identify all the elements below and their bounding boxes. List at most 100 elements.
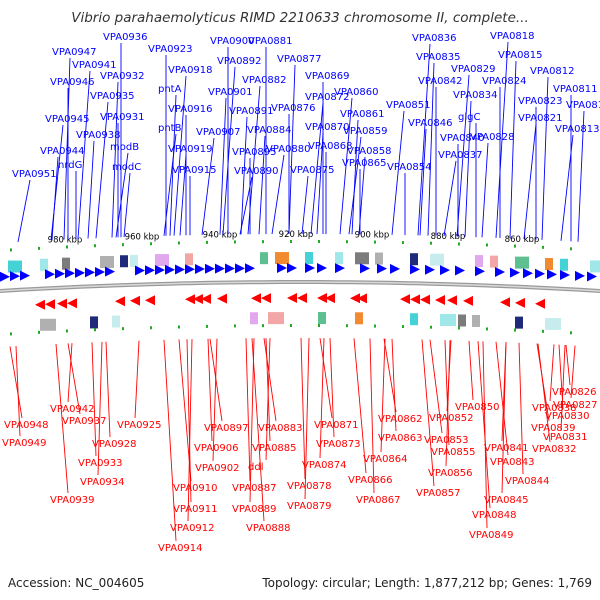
forward-gene-label: VPA0824 <box>482 76 527 87</box>
scale-tick <box>290 240 292 244</box>
backbone-highlight <box>0 281 600 292</box>
forward-gene-label: VPA0907 <box>196 127 241 138</box>
reverse-label-leader <box>263 338 277 422</box>
forward-label-leader <box>17 179 31 243</box>
scale-tick <box>234 324 236 328</box>
scale-tick <box>318 240 320 244</box>
scale-tick <box>38 330 40 334</box>
forward-label-leader <box>239 176 253 235</box>
reverse-gene-arrow <box>115 296 125 307</box>
forward-label-leader <box>219 97 227 235</box>
reverse-gene-arrow <box>297 293 307 304</box>
reverse-gene-arrow <box>130 295 140 306</box>
forward-gene-label: pntA <box>158 84 182 95</box>
scale-tick <box>206 324 208 328</box>
forward-label-leader <box>111 81 119 238</box>
forward-label-leader <box>443 160 457 237</box>
scale-label: 880 kbp <box>431 232 466 242</box>
forward-gene-label: VPA0892 <box>217 56 262 67</box>
feature-box <box>155 254 169 267</box>
feature-box <box>250 312 258 325</box>
forward-gene-label: VPA0870 <box>305 122 350 133</box>
reverse-label-leader <box>67 343 81 415</box>
forward-gene-label: VPA0895 <box>232 147 277 158</box>
forward-label-leader <box>391 110 405 235</box>
forward-gene-arrow <box>20 270 30 281</box>
reverse-label-leader <box>207 338 213 442</box>
reverse-gene-arrow <box>201 293 211 304</box>
reverse-gene-label: VPA0914 <box>158 543 203 554</box>
reverse-gene-label: VPA0906 <box>194 443 239 454</box>
reverse-gene-label: VPA0826 <box>552 387 597 398</box>
forward-label-leader <box>271 154 285 235</box>
forward-gene-label: VPA0858 <box>347 146 392 157</box>
scale-tick <box>10 332 12 336</box>
forward-gene-label: VPA0947 <box>52 47 97 58</box>
forward-gene-label: modC <box>112 162 141 173</box>
feature-box <box>375 252 383 265</box>
forward-gene-label: VPA0813 <box>555 124 600 135</box>
forward-label-leader <box>115 152 129 238</box>
forward-gene-arrow <box>195 264 205 274</box>
reverse-gene-label: VPA0883 <box>258 423 303 434</box>
scale-tick <box>486 327 488 331</box>
topology-label: Topology: <box>262 576 319 590</box>
reverse-gene-arrow <box>500 297 510 308</box>
forward-gene-label: VPA0946 <box>50 77 95 88</box>
forward-gene-arrow <box>165 264 175 275</box>
reverse-gene-arrow <box>435 294 445 305</box>
forward-gene-arrow <box>175 264 185 275</box>
reverse-label-leader <box>477 341 491 509</box>
scale-label: 900 kbp <box>355 231 390 241</box>
reverse-gene-label: VPA0866 <box>348 475 393 486</box>
gene-arrows <box>0 263 597 310</box>
label-leaders <box>9 41 585 542</box>
reverse-gene-arrow <box>447 295 457 306</box>
forward-gene-label: VPA0854 <box>387 162 432 173</box>
forward-gene-label: VPA0876 <box>271 103 316 114</box>
forward-gene-arrow <box>235 263 245 274</box>
scale-tick <box>122 243 124 247</box>
forward-gene-arrow <box>377 263 387 274</box>
forward-label-leader <box>523 123 537 240</box>
forward-gene-label: VPA0936 <box>103 32 148 43</box>
feature-box <box>440 313 456 326</box>
forward-label-leader <box>339 97 353 235</box>
forward-label-leader <box>247 85 261 235</box>
reverse-gene-label: VPA0844 <box>505 476 550 487</box>
forward-gene-label: VPA0840 <box>440 133 485 144</box>
forward-gene-label: VPA0880 <box>266 144 311 155</box>
reverse-gene-arrow <box>35 299 45 310</box>
forward-label-leader <box>419 128 427 236</box>
forward-label-leader <box>163 133 177 236</box>
forward-gene-arrow <box>65 268 75 279</box>
feature-box <box>472 314 480 327</box>
feature-box <box>40 318 56 331</box>
scale-tick <box>150 242 152 246</box>
reverse-gene-label: VPA0933 <box>78 458 123 469</box>
forward-label-leader <box>288 64 296 235</box>
reverse-gene-label: VPA0831 <box>543 432 588 443</box>
reverse-label-leader <box>383 338 397 413</box>
reverse-label-leader <box>304 337 310 500</box>
feature-box <box>410 253 418 266</box>
reverse-label-leader <box>369 338 375 494</box>
reverse-gene-label: VPA0871 <box>314 420 359 431</box>
reverse-label-leader <box>67 343 73 403</box>
forward-gene-arrow <box>535 268 545 279</box>
forward-gene-arrow <box>510 267 520 278</box>
forward-label-leader <box>95 101 109 239</box>
reverse-gene-label: VPA0928 <box>92 439 137 450</box>
reverse-label-leader <box>445 340 451 467</box>
forward-label-leader <box>173 75 187 236</box>
forward-gene-label: VPA0846 <box>408 118 453 129</box>
forward-label-leader <box>316 132 324 235</box>
reverse-gene-arrow <box>420 294 430 305</box>
forward-gene-arrow <box>587 271 597 282</box>
forward-gene-label: VPA0835 <box>416 52 461 63</box>
accession-label: Accession: <box>8 576 72 590</box>
reverse-gene-label: VPA0864 <box>363 454 408 465</box>
forward-label-leader <box>222 66 236 235</box>
forward-gene-arrow <box>455 265 465 276</box>
feature-box <box>40 258 48 271</box>
